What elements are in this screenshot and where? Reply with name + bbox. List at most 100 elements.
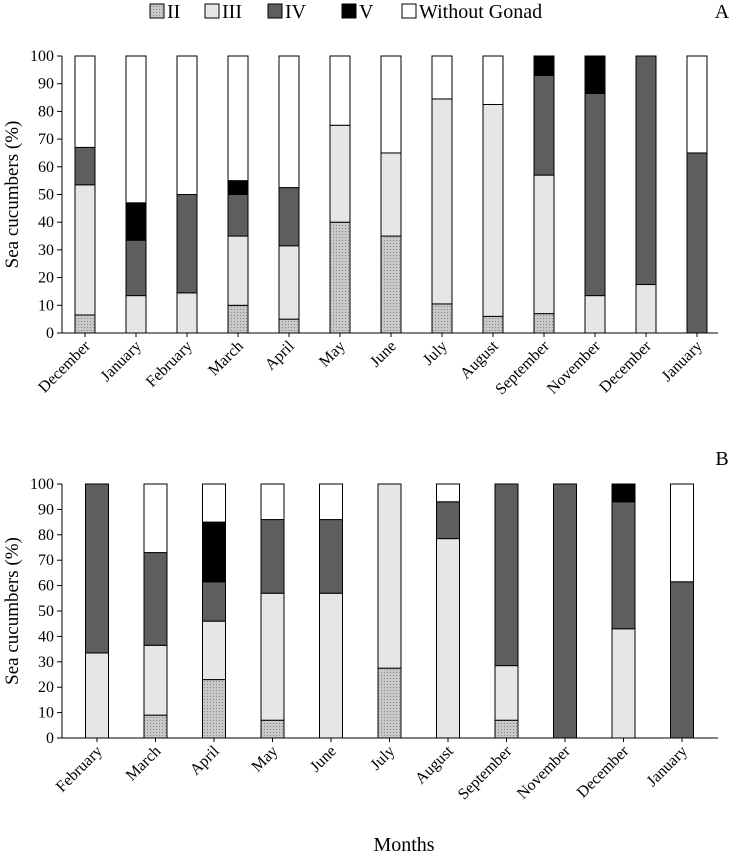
panel-b-bar-july-5-stage-iii: [377, 483, 402, 669]
panel-b-y-axis-title: Sea cucumbers (%): [2, 537, 23, 685]
panel-b-bar-june-4-stage-without-gonad: [319, 483, 343, 521]
panel-a-bar-january-1-stage-v: [125, 202, 147, 241]
panel-a-y-tick-label-40: 40: [38, 214, 54, 231]
legend-swatch-v: [341, 3, 357, 19]
panel-a-x-label-march-3: March: [205, 338, 247, 380]
panel-b-bar-april-2-stage-iii: [202, 620, 226, 681]
panel-b-x-label-july-5: July: [367, 743, 398, 774]
panel-b-bar-september-7-stage-iii: [494, 665, 519, 721]
legend-swatch-iv: [267, 3, 283, 19]
panel-a-x-label-january-1: January: [98, 338, 145, 385]
panel-a-bar-april-4-stage-iii: [278, 245, 300, 320]
panel-b-x-label-april-2: April: [187, 742, 223, 778]
panel-b-x-label-may-3: May: [249, 743, 282, 776]
panel-b-bar-september-7-stage-iv: [494, 483, 519, 667]
panel-a-bar-january-12-stage-without-gonad: [686, 55, 708, 154]
panel-b-bar-july-5-stage-ii: [377, 667, 402, 739]
panel-a-bar-september-9-stage-iv: [533, 74, 555, 176]
panel-b-bar-may-3-stage-ii: [260, 719, 285, 739]
panel-b: B Sea cucumbers (%) February March April May J…: [2, 448, 729, 803]
panel-a-bar-july-7-stage-without-gonad: [431, 55, 453, 100]
legend-label-iv: IV: [285, 1, 307, 23]
panel-b-y-tick-label-10: 10: [38, 705, 54, 722]
panel-b-bar-april-2-stage-without-gonad: [202, 483, 226, 523]
panel-b-bar-september-7-stage-ii: [494, 719, 519, 739]
panel-a-bar-june-6-stage-without-gonad: [380, 55, 402, 154]
panel-a-bar-march-3-stage-ii: [227, 304, 249, 334]
panel-a-bar-december-0-stage-iii: [74, 184, 96, 316]
panel-a-bar-june-6-stage-iii: [380, 152, 402, 237]
panel-a-x-label-august-8: August: [457, 337, 502, 382]
panel-a-bar-february-2-stage-iii: [176, 292, 198, 334]
panel-b-y-tick-label-50: 50: [38, 603, 54, 620]
panel-b-bar-december-9-stage-iii: [611, 628, 636, 739]
panel-a-bar-april-4-stage-iv: [278, 187, 300, 247]
panel-b-bar-february-0-stage-iii: [85, 652, 109, 739]
panel-a-bar-december-0-stage-ii: [74, 314, 96, 334]
legend-swatch-ii: [149, 3, 165, 19]
panel-b-bar-august-6-stage-without-gonad: [436, 483, 460, 503]
panel-b-x-label-august-6: August: [412, 742, 457, 787]
legend-label-iii: III: [222, 1, 242, 23]
panel-b-bar-may-3-stage-iii: [260, 592, 285, 721]
panel-a-bar-december-11-stage-iii: [635, 284, 657, 334]
panel-a-y-tick-label-80: 80: [38, 103, 54, 120]
panel-b-bar-march-1-stage-ii: [143, 714, 168, 739]
panel-a-x-label-june-6: June: [367, 338, 400, 371]
legend-label-ii: II: [167, 1, 180, 23]
panel-b-bar-may-3-stage-without-gonad: [260, 483, 285, 521]
panel-a-x-label-september-9: September: [492, 337, 553, 398]
panel-b-bar-january-10-stage-without-gonad: [670, 483, 694, 583]
panel-a-bar-april-4-stage-without-gonad: [278, 55, 300, 189]
panel-a-x-label-december-11: December: [596, 337, 655, 396]
panel-b-bar-january-10-stage-iv: [670, 581, 694, 739]
legend-swatch-iii: [204, 3, 220, 19]
panel-b-y-tick-label-70: 70: [38, 552, 54, 569]
panel-a-bar-december-0-stage-without-gonad: [74, 55, 96, 148]
legend-label-without-gonad: Without Gonad: [419, 1, 542, 23]
panel-b-bar-march-1-stage-without-gonad: [143, 483, 168, 554]
panel-b-y-tick-label-100: 100: [30, 476, 54, 493]
panel-a-bar-march-3-stage-iv: [227, 194, 249, 237]
panel-a-bar-july-7-stage-ii: [431, 303, 453, 334]
panel-a-y-tick-label-30: 30: [38, 242, 54, 259]
panel-a-bar-november-10-stage-iii: [584, 295, 606, 334]
panel-a-y-tick-label-100: 100: [30, 48, 54, 65]
panel-a-bar-august-8-stage-without-gonad: [482, 55, 504, 105]
panel-a-bar-september-9-stage-iii: [533, 174, 555, 315]
panel-b-bar-march-1-stage-iv: [143, 552, 168, 646]
panel-b-bar-august-6-stage-iv: [436, 501, 460, 540]
panel-a-bar-august-8-stage-ii: [482, 315, 504, 334]
panel-a-x-label-may-5: May: [316, 338, 349, 371]
panel-a-x-label-april-4: April: [262, 337, 298, 373]
panel-b-y-tick-label-90: 90: [38, 501, 54, 518]
panel-a-bar-january-1-stage-iv: [125, 239, 147, 297]
panel-b-bar-december-9-stage-v: [611, 483, 636, 503]
panel-b-bar-april-2-stage-iv: [202, 581, 226, 622]
panel-a-x-label-january-12: January: [659, 338, 706, 385]
panel-a-bar-january-12-stage-iv: [686, 152, 708, 334]
chart-legend: II III IV V Without Gonad: [149, 1, 542, 23]
panel-a-bar-may-5-stage-without-gonad: [329, 55, 351, 126]
panel-b-x-label-september-7: September: [455, 742, 516, 803]
panel-a-bar-june-6-stage-ii: [380, 235, 402, 334]
legend-label-v: V: [359, 1, 374, 23]
panel-a-bar-april-4-stage-ii: [278, 318, 300, 334]
panel-a-bar-november-10-stage-v: [584, 55, 606, 94]
legend-swatch-without-gonad: [401, 3, 417, 19]
panel-a-x-label-july-7: July: [420, 338, 451, 369]
panel-b-x-label-june-4: June: [307, 743, 340, 776]
panel-b-x-label-march-1: March: [123, 743, 165, 785]
panel-b-bar-june-4-stage-iv: [319, 519, 343, 594]
panel-b-x-label-february-0: February: [53, 743, 106, 796]
panel-b-y-tick-label-40: 40: [38, 628, 54, 645]
panel-a-bar-july-7-stage-iii: [431, 98, 453, 305]
panel-b-y-tick-label-60: 60: [38, 578, 54, 595]
panel-b-y-tick-label-20: 20: [38, 679, 54, 696]
panel-a-bar-february-2-stage-without-gonad: [176, 55, 198, 195]
panel-b-bar-august-6-stage-iii: [436, 538, 460, 739]
panel-a-bar-march-3-stage-v: [227, 180, 249, 195]
panel-b-bar-february-0-stage-iv: [85, 483, 109, 654]
